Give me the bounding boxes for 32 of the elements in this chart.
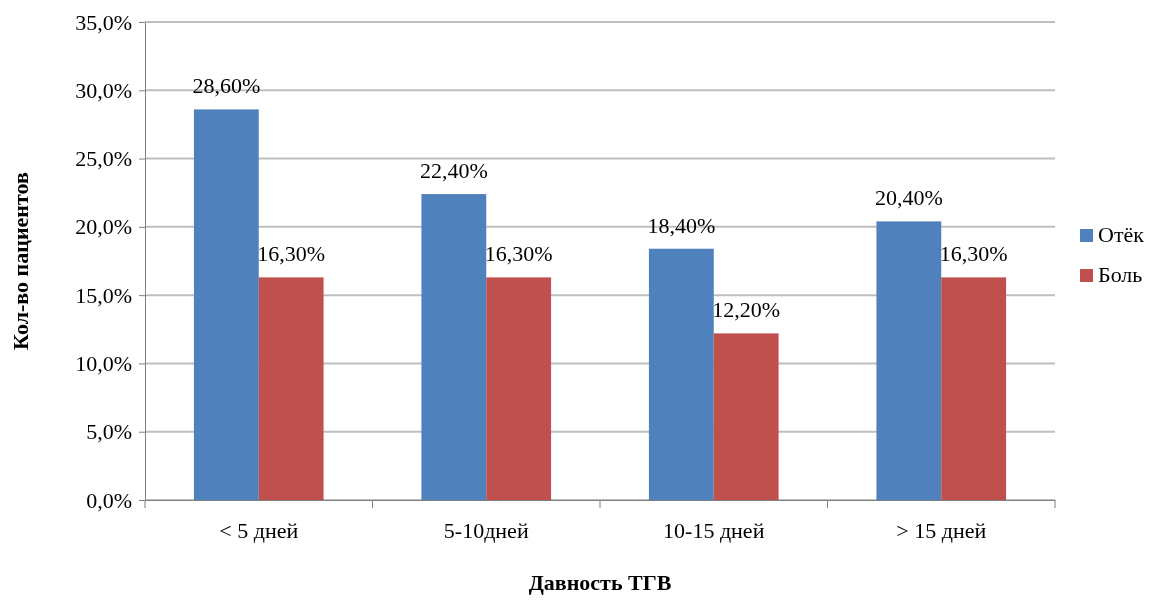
- bar: [421, 194, 487, 500]
- bar: [648, 248, 714, 500]
- data-label: 28,60%: [192, 73, 261, 99]
- y-tick-label: 30,0%: [75, 77, 132, 103]
- bar: [941, 277, 1007, 500]
- data-label: 16,30%: [257, 241, 326, 267]
- y-tick-label: 20,0%: [75, 214, 132, 240]
- legend-label: Боль: [1098, 262, 1143, 287]
- y-tick-label: 0,0%: [86, 487, 132, 513]
- x-tick-label: 10-15 дней: [663, 518, 765, 544]
- x-axis-title: Давность ТГВ: [528, 570, 672, 595]
- bar: [876, 221, 942, 500]
- x-tick-label: > 15 дней: [896, 518, 987, 544]
- x-tick-label: 5-10дней: [443, 518, 529, 544]
- bar: [193, 109, 259, 500]
- x-tick-label: < 5 дней: [219, 518, 299, 544]
- bar: [258, 277, 324, 500]
- data-label: 16,30%: [939, 241, 1008, 267]
- data-label: 16,30%: [484, 241, 553, 267]
- y-tick-label: 5,0%: [86, 419, 132, 445]
- y-axis-title: Кол-во пациентов: [8, 172, 33, 350]
- data-label: 22,40%: [419, 158, 488, 184]
- bar: [713, 333, 779, 500]
- data-label: 20,40%: [874, 185, 943, 211]
- bar: [486, 277, 552, 500]
- y-tick-label: 35,0%: [75, 9, 132, 35]
- data-label: 12,20%: [712, 297, 781, 323]
- y-tick-label: 15,0%: [75, 282, 132, 308]
- legend-label: Отёк: [1098, 222, 1145, 247]
- data-label: 18,40%: [647, 212, 716, 238]
- y-tick-label: 25,0%: [75, 146, 132, 172]
- y-tick-label: 10,0%: [75, 350, 132, 376]
